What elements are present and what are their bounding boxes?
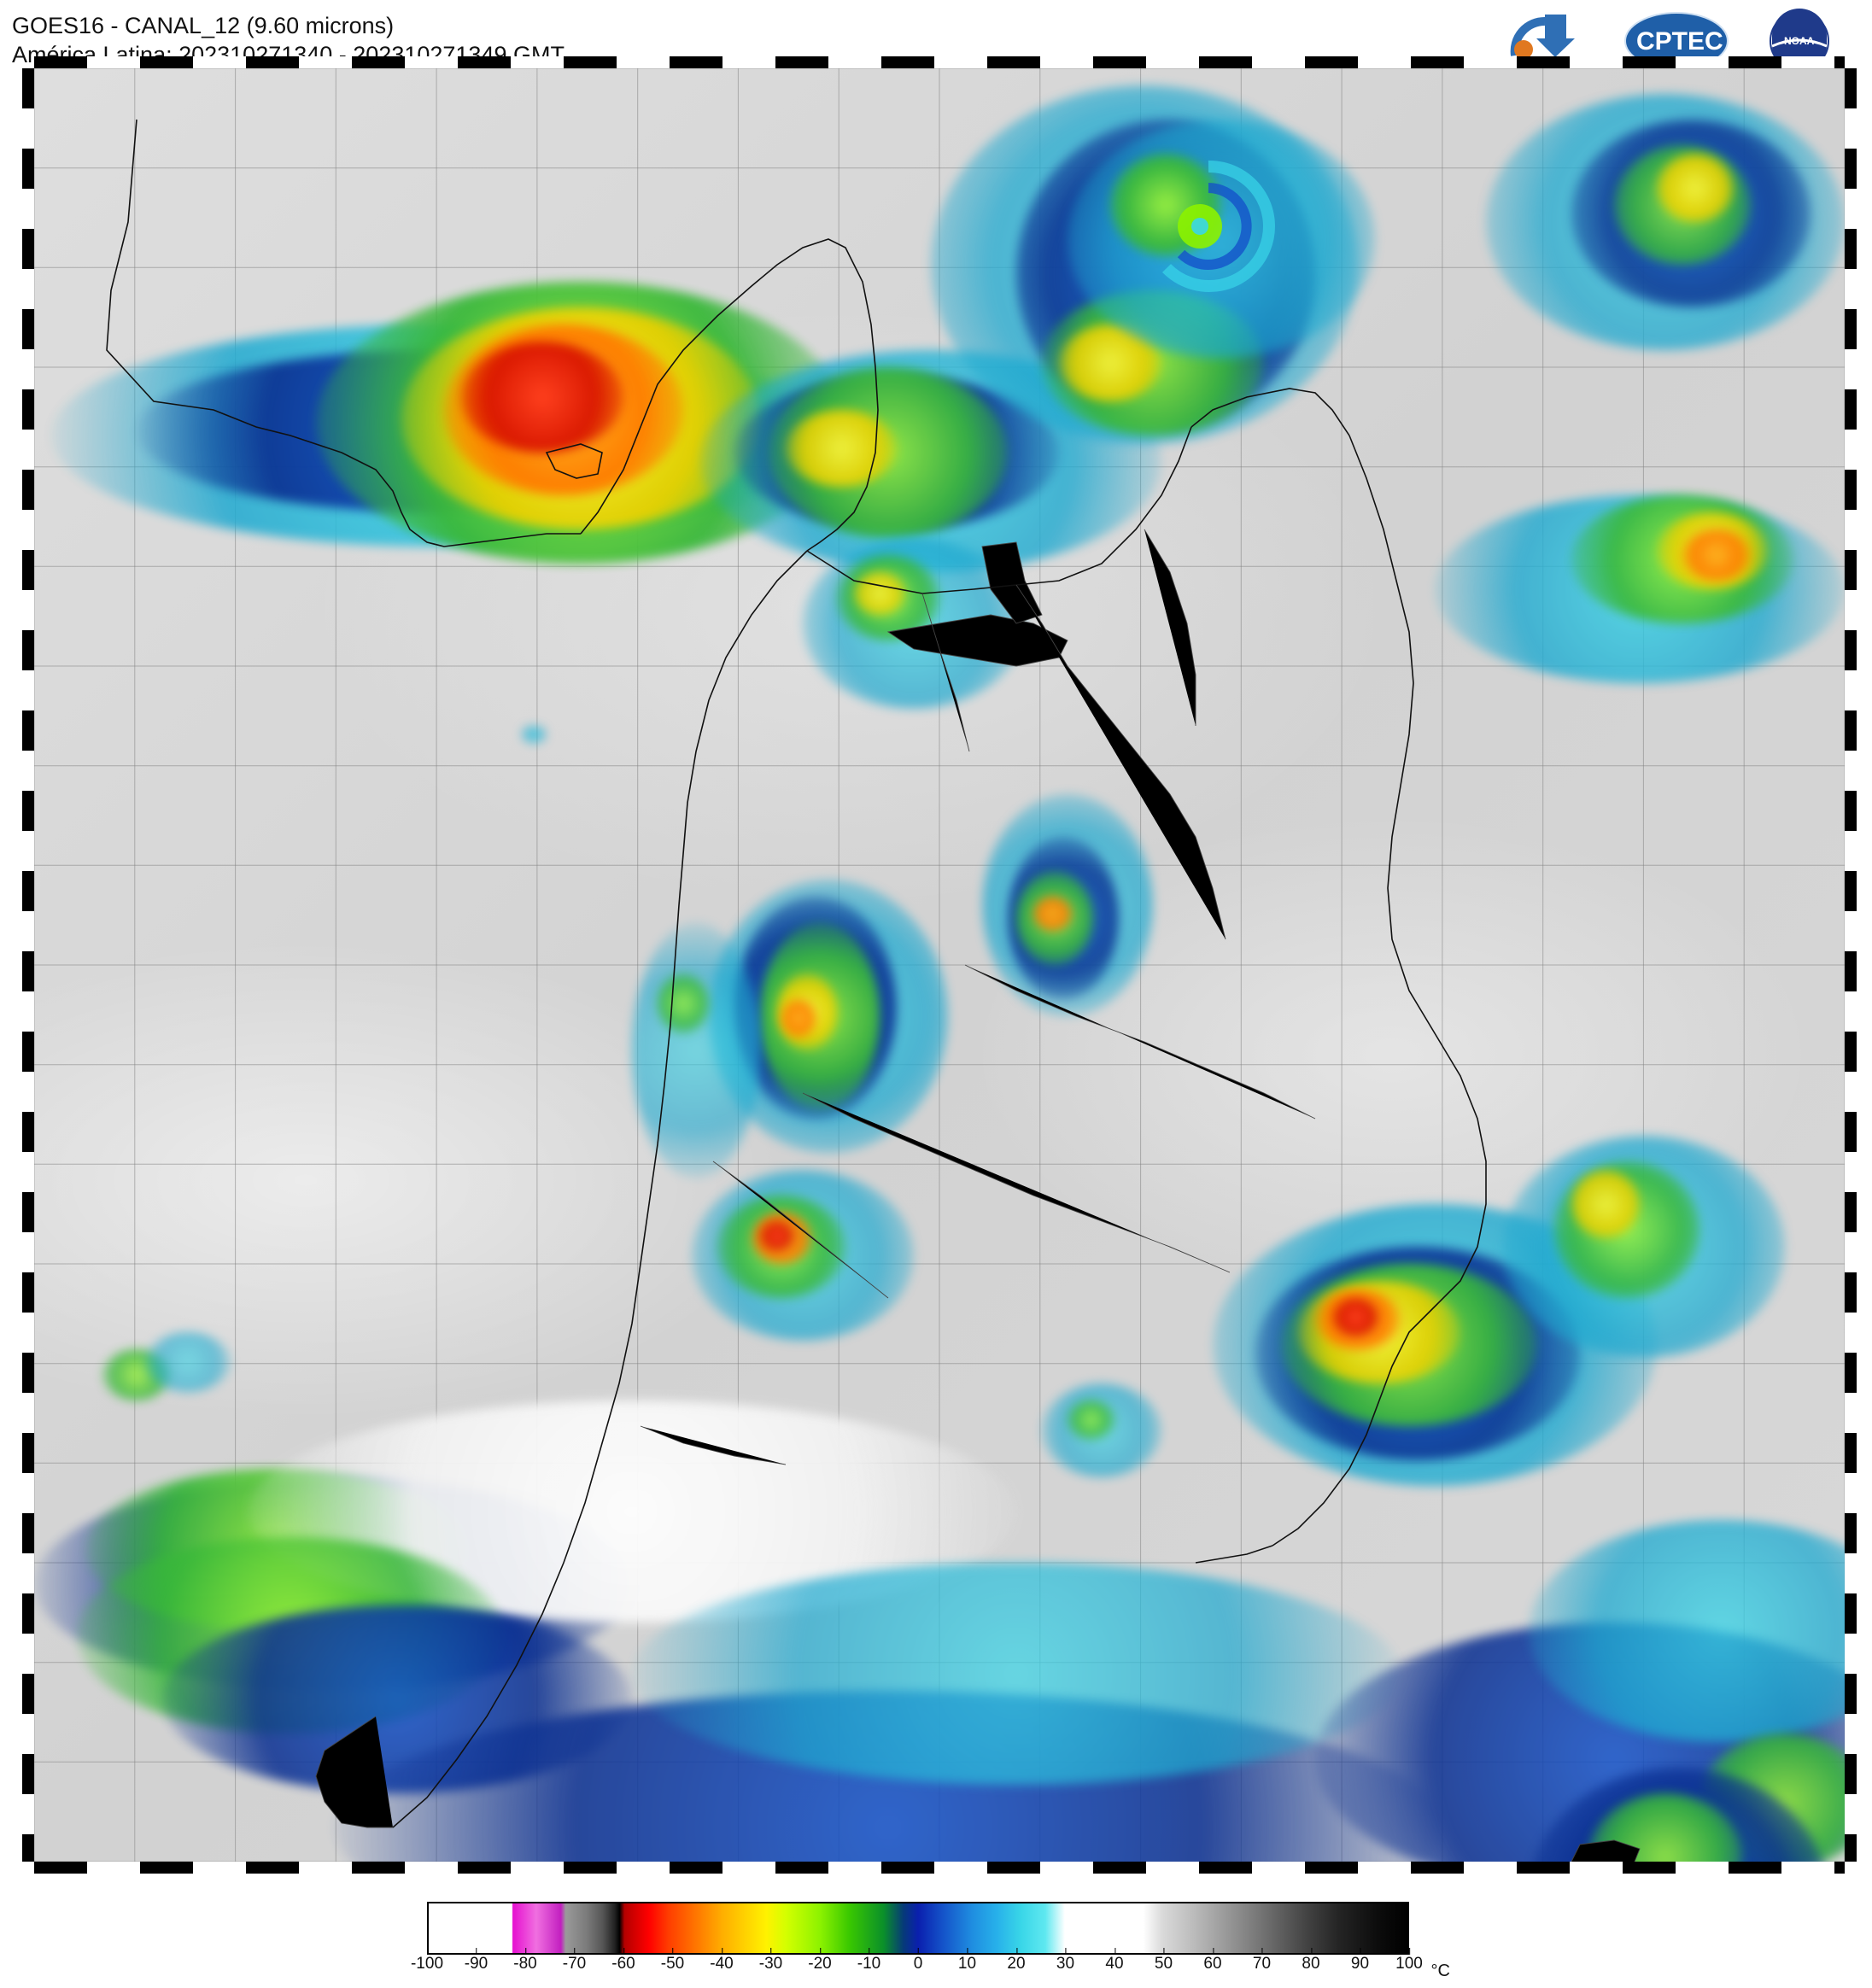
tick--40: -40 [710, 1955, 733, 1973]
colorbar-unit-label: °C [1431, 1962, 1450, 1981]
tick-60: 60 [1203, 1955, 1221, 1973]
tick--80: -80 [513, 1955, 536, 1973]
svg-text:CPTEC: CPTEC [1636, 27, 1723, 56]
colorbar-gradient [427, 1902, 1409, 1955]
tick-70: 70 [1253, 1955, 1271, 1973]
coastline-overlay [34, 68, 1845, 1862]
tick--50: -50 [661, 1955, 684, 1973]
svg-text:NOAA: NOAA [1784, 35, 1815, 47]
tick-40: 40 [1105, 1955, 1123, 1973]
tick--10: -10 [857, 1955, 880, 1973]
colorbar-ticks: -100 -90 -80 -70 -60 -50 -40 -30 -20 -10… [427, 1955, 1409, 1980]
tick-100: 100 [1395, 1955, 1423, 1973]
tick--90: -90 [465, 1955, 488, 1973]
tick-90: 90 [1351, 1955, 1369, 1973]
satellite-map[interactable]: 35'N 30'N 25'N 20'N 15'N 10'N 5'N 0' 5'S… [34, 68, 1845, 1862]
left-axis-ruler [22, 68, 34, 1862]
tick--60: -60 [611, 1955, 635, 1973]
header-line-canal: GOES16 - CANAL_12 (9.60 microns) [12, 12, 565, 41]
tick-0: 0 [914, 1955, 923, 1973]
temperature-colorbar[interactable]: -100 -90 -80 -70 -60 -50 -40 -30 -20 -10… [427, 1902, 1409, 1980]
tick-50: 50 [1155, 1955, 1173, 1973]
tick--20: -20 [808, 1955, 831, 1973]
bottom-axis-ruler [34, 1862, 1845, 1874]
tick--70: -70 [563, 1955, 586, 1973]
tick--30: -30 [759, 1955, 782, 1973]
right-axis-ruler [1845, 68, 1857, 1862]
top-axis-ruler [34, 56, 1845, 68]
tick-80: 80 [1302, 1955, 1319, 1973]
tick--100: -100 [411, 1955, 443, 1973]
ir-satellite-imagery: 35'N 30'N 25'N 20'N 15'N 10'N 5'N 0' 5'S… [34, 68, 1845, 1862]
tick-20: 20 [1007, 1955, 1025, 1973]
tick-30: 30 [1056, 1955, 1074, 1973]
tick-10: 10 [958, 1955, 976, 1973]
